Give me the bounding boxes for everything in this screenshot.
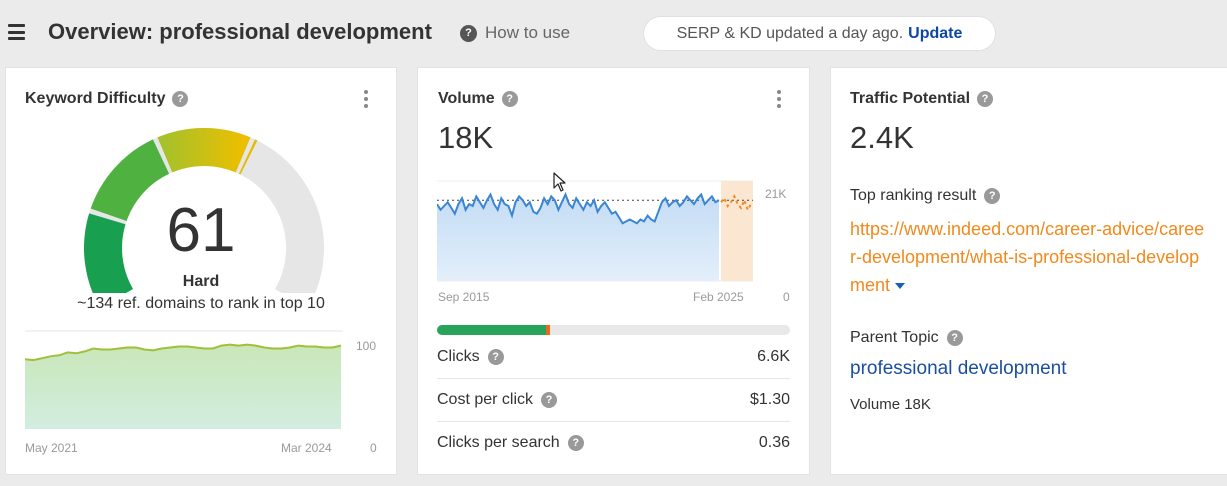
volume-value: 18K [438, 120, 494, 155]
volume-y-top: 21K [765, 187, 787, 201]
parent-topic-text: Parent Topic [850, 329, 939, 346]
metric-row-cpc: Cost per click? $1.30 [437, 378, 790, 421]
how-to-use-link[interactable]: ? How to use [460, 23, 570, 43]
kd-x-end: Mar 2024 [281, 441, 332, 455]
kd-y-max: 100 [356, 339, 377, 353]
kd-y-min: 0 [370, 441, 377, 455]
mouse-cursor-icon [553, 172, 566, 192]
help-icon[interactable]: ? [984, 188, 1001, 204]
top-result-url[interactable]: https://www.indeed.com/career-advice/car… [850, 219, 1205, 295]
gauge-segment [238, 139, 258, 175]
kd-gauge [84, 128, 324, 293]
help-icon[interactable]: ? [172, 91, 189, 107]
kd-card-title: Keyword Difficulty ? [25, 90, 189, 108]
help-icon[interactable]: ? [977, 91, 994, 107]
traffic-potential-value: 2.4K [850, 120, 914, 155]
metric-value: 6.6K [757, 347, 790, 365]
volume-x-end: Feb 2025 [693, 290, 744, 304]
gauge-segment [84, 213, 134, 293]
chevron-down-icon[interactable] [895, 283, 906, 290]
traffic-potential-card: Traffic Potential ? 2.4K Top ranking res… [830, 67, 1227, 475]
gauge-segment [90, 139, 170, 222]
more-options-icon[interactable] [776, 90, 782, 108]
more-options-icon[interactable] [363, 90, 369, 108]
metric-value: $1.30 [749, 391, 790, 408]
volume-series-line [437, 191, 720, 225]
help-icon[interactable]: ? [946, 330, 963, 346]
metric-label: Clicks per search [437, 434, 560, 451]
parent-topic-link[interactable]: professional development [850, 358, 1067, 379]
top-ranking-label: Top ranking result ? [850, 187, 1001, 205]
kd-history-chart [25, 330, 343, 429]
volume-history-chart [437, 180, 753, 282]
metric-label: Cost per click [437, 391, 534, 408]
volume-x-start: Sep 2015 [438, 290, 490, 304]
metric-label: Clicks [437, 347, 480, 365]
top-ranking-text: Top ranking result [850, 187, 977, 204]
kd-title-text: Keyword Difficulty [25, 90, 166, 107]
volume-title-text: Volume [438, 90, 495, 107]
metric-row-cps: Clicks per search? 0.36 [437, 421, 790, 464]
kd-score: 61 [166, 196, 236, 265]
help-icon[interactable]: ? [501, 91, 518, 107]
volume-area-fill [437, 194, 719, 281]
kd-description: ~134 ref. domains to rank in top 10 [77, 295, 325, 312]
help-icon[interactable]: ? [567, 435, 584, 451]
volume-y-bottom: 0 [783, 290, 790, 304]
kd-x-start: May 2021 [25, 441, 78, 455]
metric-row-clicks: Clicks? 6.6K [437, 335, 790, 378]
gauge-segment [157, 128, 251, 173]
clicks-progress-fill [437, 325, 551, 335]
kd-level: Hard [182, 273, 220, 290]
help-icon[interactable]: ? [487, 348, 504, 365]
kd-series-line [25, 343, 342, 362]
menu-icon[interactable] [8, 24, 25, 40]
serp-status-pill: SERP & KD updated a day ago. Update [644, 17, 995, 50]
serp-status-text: SERP & KD updated a day ago. [676, 24, 904, 42]
help-icon[interactable]: ? [541, 392, 558, 408]
help-icon: ? [460, 24, 477, 42]
keyword-difficulty-card: Keyword Difficulty ? 61 Hard ~134 ref. d… [5, 67, 397, 475]
parent-topic-label: Parent Topic ? [850, 329, 963, 347]
page-title: Overview: professional development [48, 19, 432, 44]
clicks-progress-bar [437, 325, 790, 335]
kd-area-fill [25, 344, 341, 429]
top-result-link[interactable]: https://www.indeed.com/career-advice/car… [850, 215, 1210, 299]
tp-title-text: Traffic Potential [850, 90, 971, 107]
volume-card: Volume ? 18K 21K 0 Sep 2015 Feb 2025 Cli… [417, 67, 810, 475]
metric-value: 0.36 [758, 434, 790, 451]
how-to-use-label: How to use [485, 23, 571, 42]
update-button[interactable]: Update [908, 24, 963, 42]
parent-topic-volume: Volume 18K [850, 396, 931, 413]
forecast-area [721, 181, 753, 281]
volume-card-title: Volume ? [438, 90, 518, 108]
tp-card-title: Traffic Potential ? [850, 90, 994, 108]
